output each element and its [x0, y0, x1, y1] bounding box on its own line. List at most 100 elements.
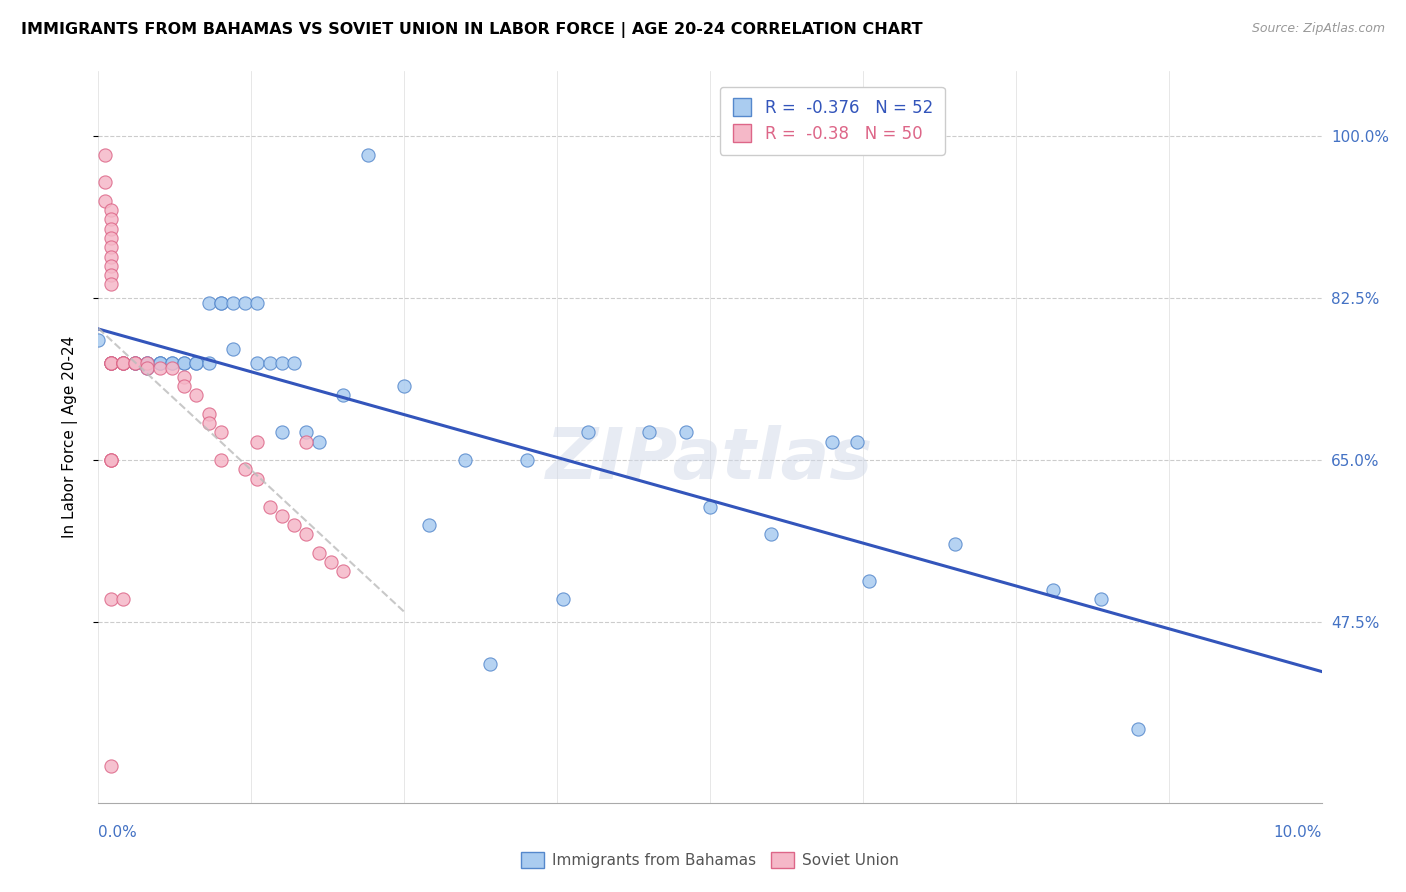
Point [356, 147, 378, 161]
Point [100, 453, 122, 467]
Point [197, 295, 219, 310]
Text: 0.0%: 0.0% [98, 825, 138, 840]
Point [100, 259, 122, 273]
Point [173, 356, 195, 370]
Point [308, 434, 330, 449]
Text: IMMIGRANTS FROM BAHAMAS VS SOVIET UNION IN LABOR FORCE | AGE 20-24 CORRELATION C: IMMIGRANTS FROM BAHAMAS VS SOVIET UNION … [21, 22, 922, 38]
Point [1042, 582, 1064, 597]
Point [270, 356, 292, 370]
Point [845, 434, 868, 449]
Point [222, 295, 245, 310]
Point [209, 295, 232, 310]
Point [160, 356, 183, 370]
Point [100, 356, 122, 370]
Point [295, 527, 318, 541]
Point [160, 356, 183, 370]
Point [100, 221, 122, 235]
Point [332, 565, 354, 579]
Point [173, 379, 195, 393]
Point [111, 356, 134, 370]
Text: Source: ZipAtlas.com: Source: ZipAtlas.com [1251, 22, 1385, 36]
Point [149, 356, 172, 370]
Point [197, 407, 219, 421]
Point [100, 212, 122, 227]
Point [93, 147, 115, 161]
Point [100, 277, 122, 292]
Point [173, 356, 195, 370]
Point [392, 379, 416, 393]
Point [308, 546, 330, 560]
Point [100, 250, 122, 264]
Point [124, 356, 146, 370]
Point [418, 518, 440, 533]
Text: 10.0%: 10.0% [1274, 825, 1322, 840]
Point [111, 356, 134, 370]
Point [283, 356, 305, 370]
Point [100, 203, 122, 218]
Point [124, 356, 146, 370]
Point [100, 240, 122, 254]
Point [100, 356, 122, 370]
Point [332, 388, 354, 402]
Point [100, 592, 122, 607]
Point [478, 657, 501, 671]
Point [111, 592, 134, 607]
Point [124, 356, 146, 370]
Point [100, 453, 122, 467]
Point [160, 360, 183, 375]
Point [149, 356, 172, 370]
Point [197, 356, 219, 370]
Y-axis label: In Labor Force | Age 20-24: In Labor Force | Age 20-24 [62, 336, 77, 538]
Point [197, 416, 219, 430]
Point [124, 356, 146, 370]
Point [858, 574, 880, 588]
Point [295, 434, 318, 449]
Point [173, 370, 195, 384]
Point [100, 758, 122, 772]
Point [553, 592, 575, 607]
Point [259, 356, 281, 370]
Point [209, 453, 232, 467]
Point [246, 472, 269, 486]
Point [233, 295, 256, 310]
Point [209, 295, 232, 310]
Point [111, 356, 134, 370]
Point [270, 508, 292, 523]
Point [186, 388, 208, 402]
Point [100, 453, 122, 467]
Point [87, 333, 110, 347]
Point [100, 356, 122, 370]
Point [136, 360, 159, 375]
Point [246, 434, 269, 449]
Point [259, 500, 281, 514]
Point [136, 356, 159, 370]
Point [149, 356, 172, 370]
Point [699, 500, 721, 514]
Point [246, 295, 269, 310]
Point [246, 356, 269, 370]
Point [186, 356, 208, 370]
Point [675, 425, 697, 440]
Point [821, 434, 844, 449]
Point [100, 356, 122, 370]
Point [100, 356, 122, 370]
Point [100, 268, 122, 282]
Point [759, 527, 782, 541]
Point [111, 356, 134, 370]
Point [100, 231, 122, 245]
Point [943, 536, 966, 550]
Text: ZIPatlas: ZIPatlas [547, 425, 873, 493]
Point [136, 356, 159, 370]
Point [295, 425, 318, 440]
Point [516, 453, 538, 467]
Point [576, 425, 599, 440]
Point [93, 176, 115, 190]
Point [136, 360, 159, 375]
Point [270, 425, 292, 440]
Point [1090, 592, 1112, 607]
Point [283, 518, 305, 533]
Point [454, 453, 477, 467]
Point [186, 356, 208, 370]
Point [149, 360, 172, 375]
Point [209, 425, 232, 440]
